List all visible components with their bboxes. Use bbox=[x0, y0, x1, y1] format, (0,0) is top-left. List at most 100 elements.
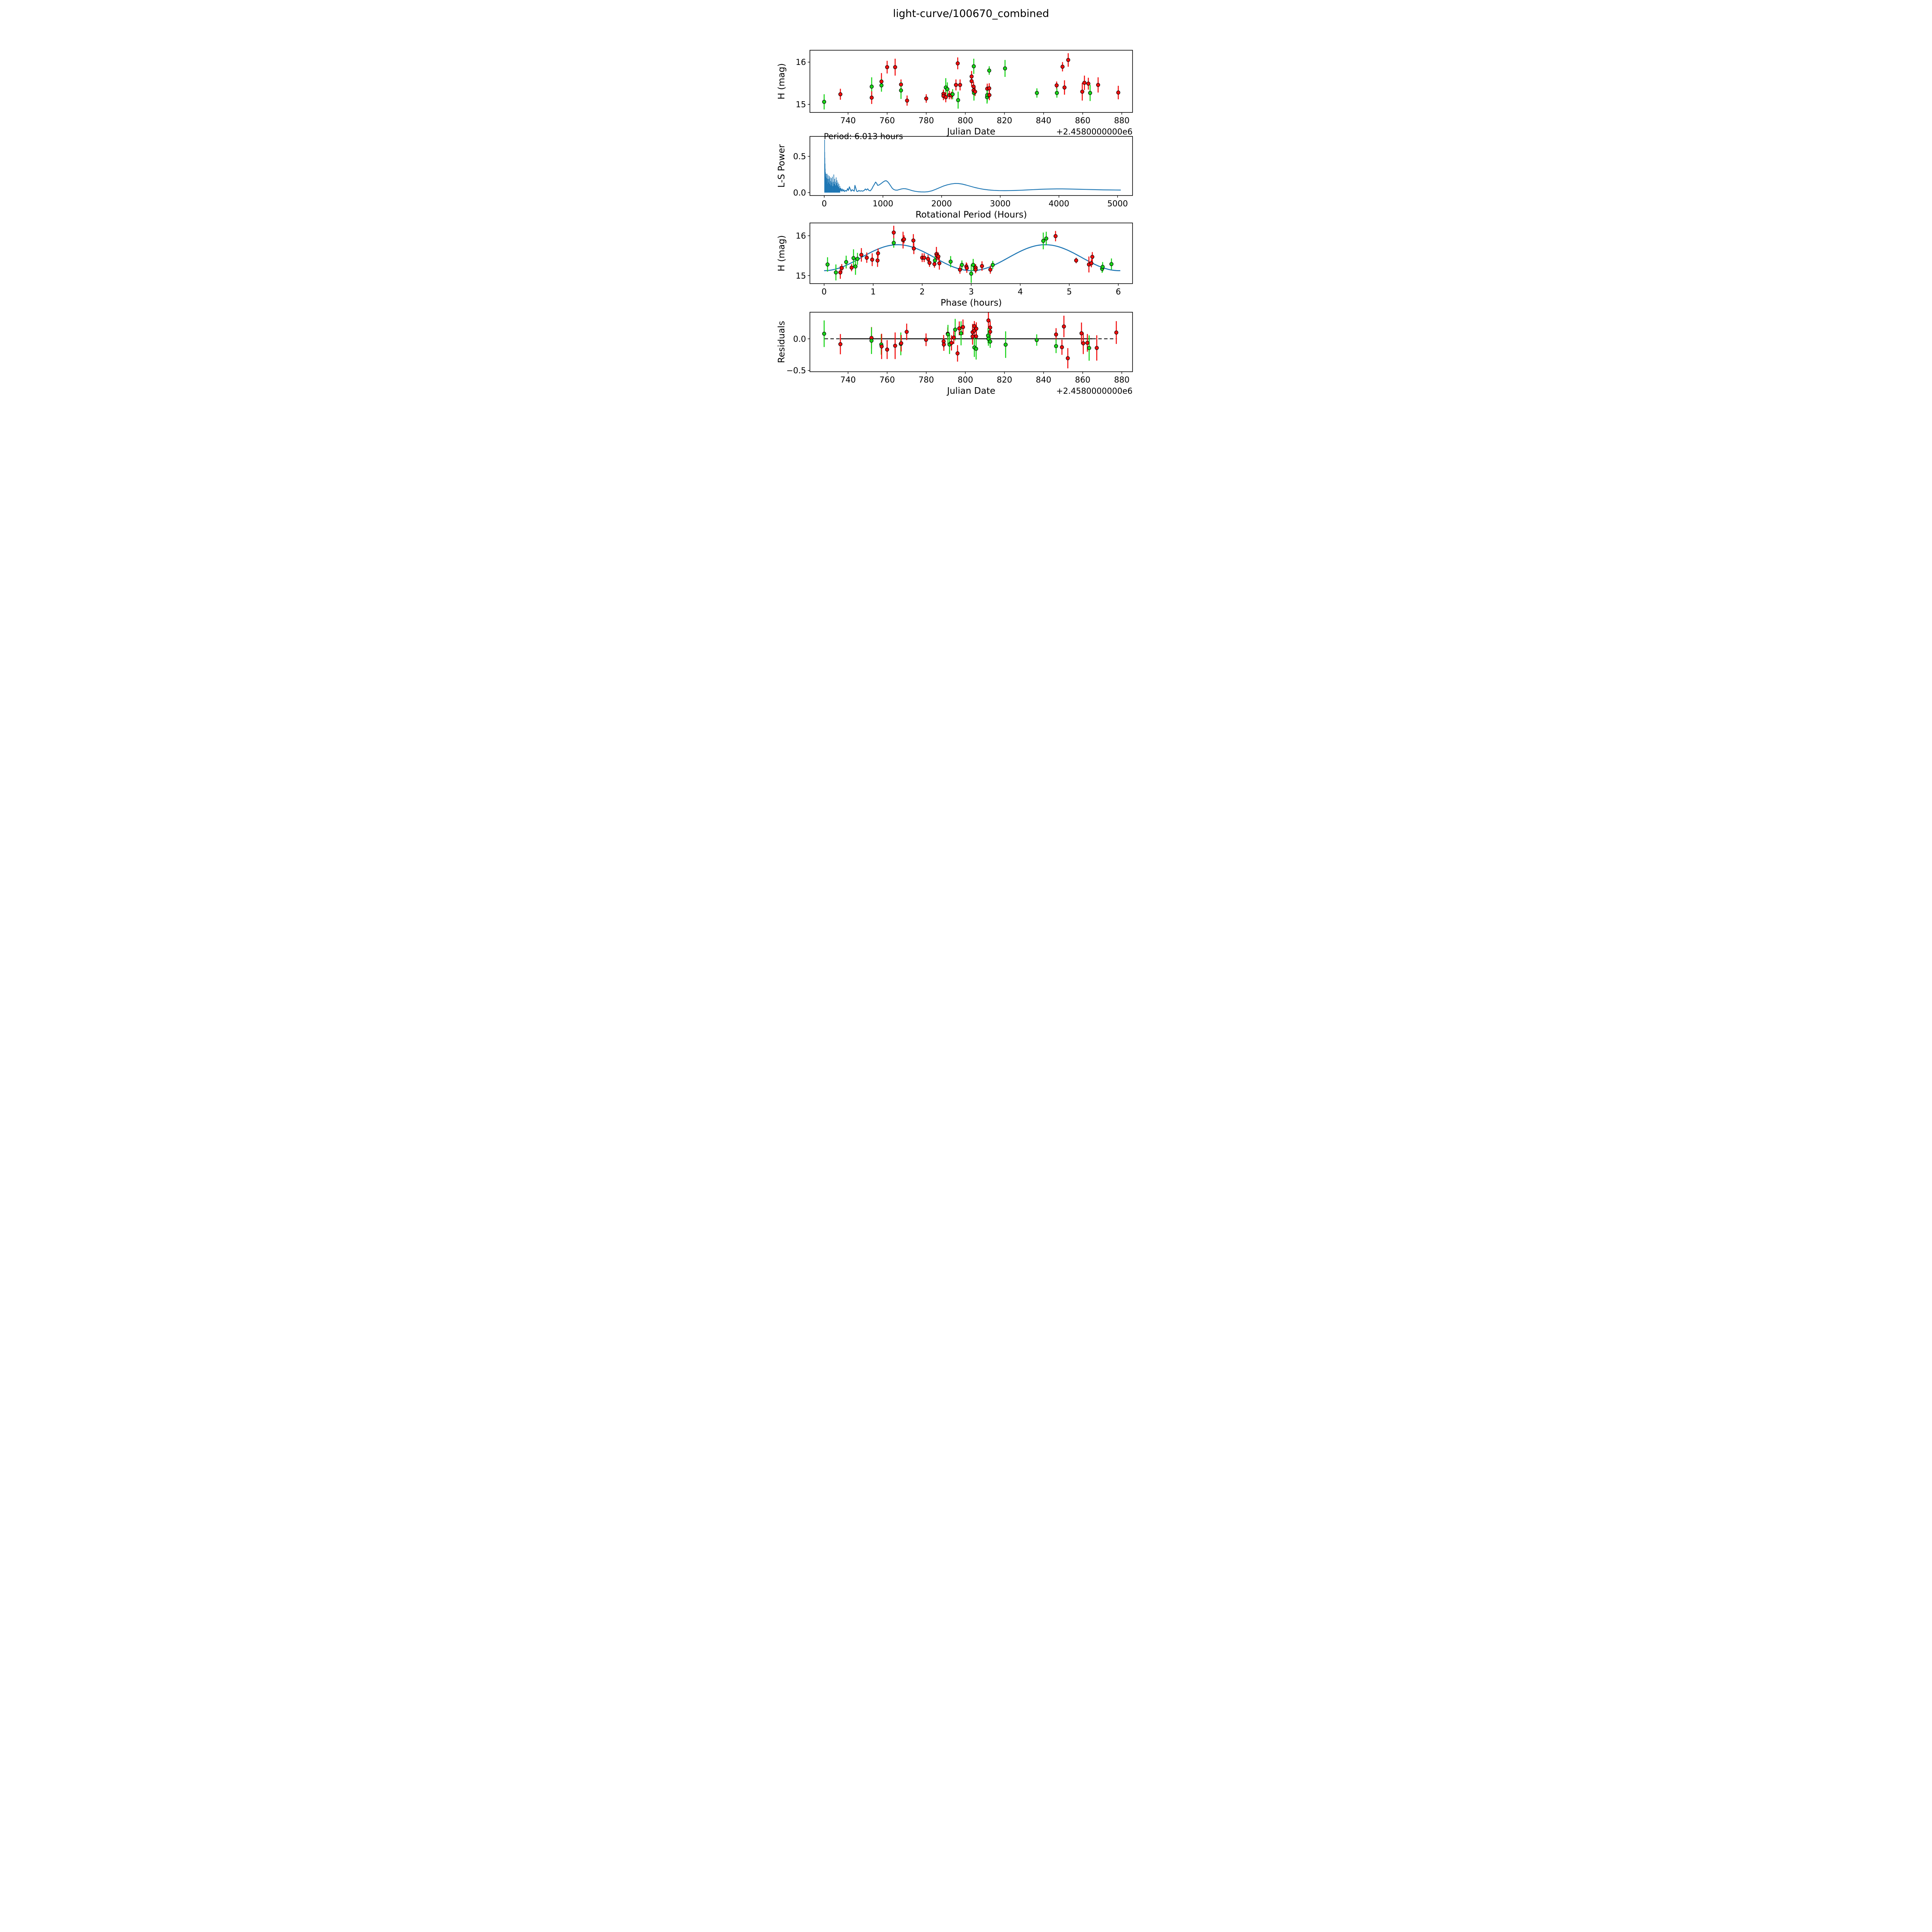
data-point-green bbox=[1034, 338, 1039, 342]
x-tick-label: 6 bbox=[1116, 287, 1121, 296]
panel-residuals-jd: 740 760 780 800 820 840 860 880 0.0 −0.5 Julian Da… bbox=[777, 312, 1133, 396]
data-point-green bbox=[869, 84, 874, 89]
data-point-red bbox=[988, 267, 993, 272]
data-point-green bbox=[987, 68, 992, 73]
x-tick-label: 2 bbox=[920, 287, 925, 296]
panel-lightcurve-jd: 740 760 780 800 820 840 860 880 16 15 Julian Date +… bbox=[777, 50, 1133, 137]
data-point-green bbox=[946, 332, 950, 337]
data-point-green bbox=[899, 88, 903, 93]
data-point-red bbox=[988, 325, 992, 330]
y-axis-label: H (mag) bbox=[777, 63, 787, 100]
data-point-red bbox=[1066, 356, 1070, 361]
data-point-red bbox=[944, 95, 948, 99]
data-point-red bbox=[1060, 65, 1065, 69]
data-point-green bbox=[825, 262, 830, 267]
data-point-red bbox=[1053, 234, 1058, 238]
data-point-red bbox=[961, 325, 965, 329]
x-axis-offset-text: +2.4580000000e6 bbox=[1056, 386, 1133, 396]
data-point-green bbox=[1041, 239, 1046, 243]
x-tick-label: 800 bbox=[957, 375, 973, 384]
data-point-red bbox=[987, 93, 992, 97]
x-tick-label: 800 bbox=[957, 116, 973, 125]
x-axis-label: Julian Date bbox=[946, 386, 995, 396]
data-point-red bbox=[986, 318, 991, 323]
data-point-red bbox=[1096, 83, 1100, 87]
data-point-red bbox=[924, 96, 929, 101]
periodogram-curve bbox=[839, 180, 1121, 192]
y-tick-label: 15 bbox=[796, 100, 806, 109]
x-tick-label: 2000 bbox=[931, 199, 952, 208]
x-tick-label: 740 bbox=[840, 116, 856, 125]
data-point-red bbox=[971, 84, 976, 89]
data-point-red bbox=[949, 341, 954, 345]
data-point-red bbox=[1086, 82, 1090, 86]
data-point-green bbox=[1044, 236, 1048, 241]
x-tick-label: 880 bbox=[1114, 116, 1129, 125]
data-point-green bbox=[855, 257, 860, 261]
x-axis-label: Julian Date bbox=[946, 127, 995, 137]
y-tick-label: 0.0 bbox=[793, 334, 806, 344]
data-point-red bbox=[899, 82, 903, 87]
data-point-red bbox=[885, 347, 889, 352]
data-point-green bbox=[1003, 342, 1008, 347]
x-tick-label: 4000 bbox=[1049, 199, 1069, 208]
data-point-red bbox=[911, 238, 915, 243]
data-point-red bbox=[958, 83, 962, 87]
data-point-red bbox=[958, 267, 962, 272]
data-point-red bbox=[927, 261, 932, 265]
x-tick-label: 820 bbox=[997, 375, 1012, 384]
data-point-green bbox=[822, 332, 827, 336]
data-point-green bbox=[960, 263, 964, 267]
data-point-green bbox=[1100, 265, 1105, 269]
data-point-green bbox=[971, 64, 976, 68]
y-tick-label: 15 bbox=[796, 271, 806, 281]
data-point-green bbox=[974, 347, 978, 351]
data-point-red bbox=[969, 79, 974, 83]
data-point-red bbox=[899, 341, 903, 345]
data-point-red bbox=[1090, 255, 1095, 259]
y-axis-label: Residuals bbox=[777, 321, 787, 363]
x-tick-label: 3000 bbox=[990, 199, 1010, 208]
data-point-green bbox=[869, 338, 874, 343]
x-tick-label: 1 bbox=[871, 287, 876, 296]
data-point-red bbox=[902, 237, 906, 242]
data-point-red bbox=[987, 86, 992, 90]
data-point-red bbox=[932, 262, 937, 266]
data-point-green bbox=[851, 256, 856, 260]
x-tick-label: 760 bbox=[879, 116, 895, 125]
data-point-green bbox=[945, 87, 949, 91]
data-point-red bbox=[905, 330, 909, 334]
data-point-red bbox=[865, 255, 869, 260]
y-tick-label: 16 bbox=[796, 58, 806, 67]
data-point-green bbox=[986, 337, 991, 341]
data-point-red bbox=[1082, 81, 1087, 85]
y-tick-label: 16 bbox=[796, 231, 806, 241]
data-point-red bbox=[893, 65, 897, 69]
data-point-red bbox=[1085, 341, 1090, 345]
axes-frame bbox=[810, 50, 1133, 113]
data-point-red bbox=[879, 79, 884, 84]
data-point-red bbox=[891, 230, 896, 235]
data-point-red bbox=[879, 344, 884, 349]
data-point-red bbox=[849, 265, 854, 270]
data-point-green bbox=[991, 263, 995, 267]
data-point-red bbox=[922, 255, 926, 260]
data-point-green bbox=[1087, 346, 1091, 350]
figure-title: light-curve/100670_combined bbox=[893, 8, 1049, 20]
data-point-red bbox=[1095, 346, 1099, 350]
data-point-red bbox=[926, 257, 930, 261]
x-tick-label: 840 bbox=[1036, 375, 1051, 384]
data-point-red bbox=[840, 266, 844, 270]
data-point-green bbox=[822, 100, 827, 104]
data-point-red bbox=[1062, 85, 1067, 90]
panel-periodogram: 0 1000 2000 3000 4000 5000 0.5 0.0 Rotational Pe… bbox=[777, 132, 1133, 220]
data-point-red bbox=[1060, 345, 1064, 349]
x-axis-offset-text: +2.4580000000e6 bbox=[1056, 127, 1133, 136]
data-point-red bbox=[1074, 258, 1078, 263]
data-point-red bbox=[1114, 330, 1119, 335]
data-point-red bbox=[988, 330, 992, 334]
data-point-green bbox=[1054, 344, 1058, 349]
data-point-red bbox=[912, 246, 916, 251]
data-point-green bbox=[988, 339, 992, 344]
x-tick-label: 1000 bbox=[872, 199, 893, 208]
